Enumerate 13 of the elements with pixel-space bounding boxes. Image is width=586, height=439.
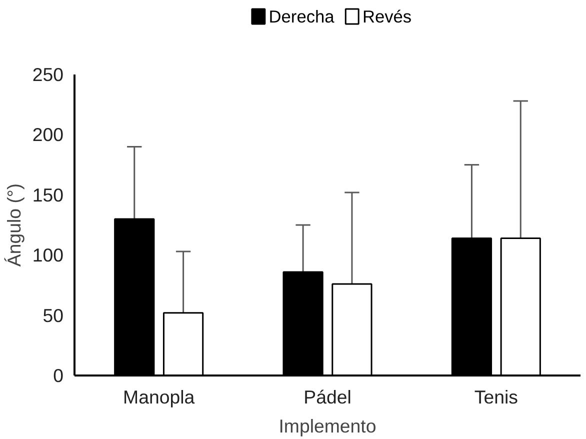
x-axis-title: Implemento: [278, 416, 376, 436]
y-tick-label: 150: [32, 184, 64, 206]
x-tick-label: Pádel: [304, 386, 352, 408]
y-tick-label: 50: [42, 304, 64, 326]
x-tick-label: Tenis: [474, 386, 518, 408]
y-tick-label: 0: [53, 365, 64, 386]
legend-label: Revés: [362, 6, 412, 26]
y-tick-label: 250: [32, 64, 64, 85]
y-tick-label: 100: [32, 244, 64, 266]
y-axis-title: Ángulo (°): [3, 183, 24, 267]
x-tick-label: Manopla: [123, 386, 196, 408]
legend-label: Derecha: [268, 6, 335, 26]
y-tick-label: 200: [32, 124, 64, 146]
